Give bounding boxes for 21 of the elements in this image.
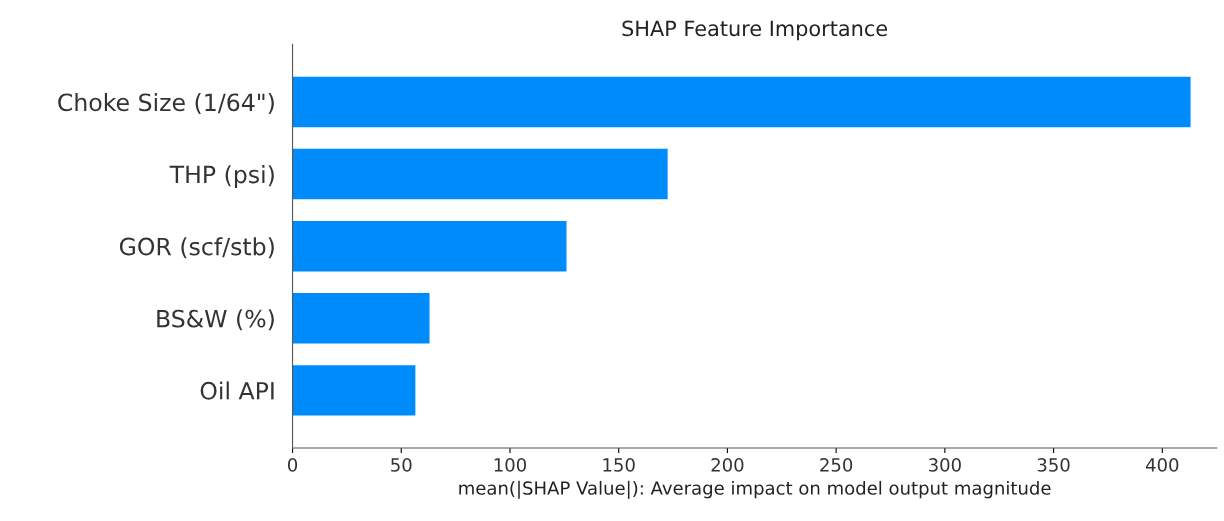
y-tick-label: BS&W (%): [157, 309, 274, 331]
bar: [292, 76, 1191, 128]
x-tick-label: 100: [494, 458, 527, 472]
x-tick-label: 400: [1145, 458, 1179, 472]
y-tick-label: THP (psi): [169, 165, 274, 188]
bar: [292, 365, 416, 416]
y-tick-label: Oil API: [200, 381, 274, 400]
y-tick-label: GOR (scf/stb): [119, 237, 274, 259]
x-axis-title: mean(|SHAP Value|): Average impact on model output magnitude: [459, 480, 1051, 499]
bar: [292, 293, 430, 344]
x-tick-label: 250: [820, 458, 853, 472]
x-tick-label: 50: [391, 458, 412, 472]
bar: [292, 148, 668, 200]
x-tick-label: 200: [711, 458, 744, 472]
x-tick-label: 150: [603, 458, 635, 472]
chart-title: SHAP Feature Importance: [622, 20, 888, 41]
x-tick-label: 350: [1037, 458, 1070, 472]
y-tick-label: Choke Size (1/64"): [58, 93, 274, 115]
bar: [292, 220, 567, 272]
x-tick-label: 300: [929, 458, 961, 472]
x-tick-label: 0: [287, 458, 298, 472]
